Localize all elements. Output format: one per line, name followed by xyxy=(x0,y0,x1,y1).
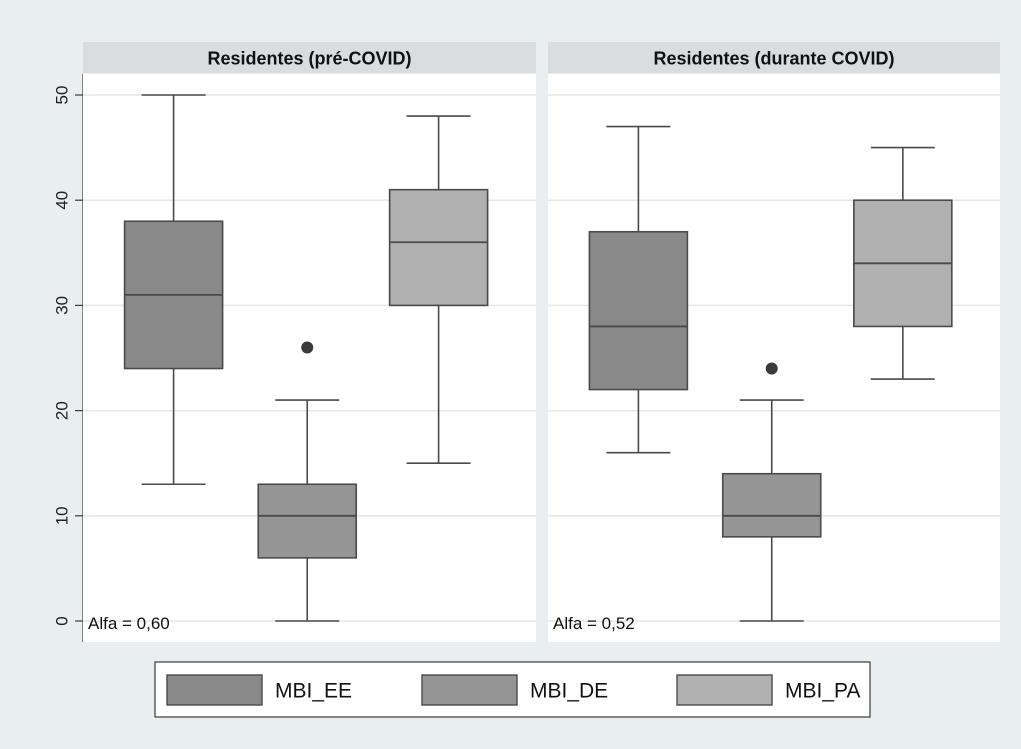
box-mbi-ee xyxy=(123,94,224,486)
y-tick-label: 50 xyxy=(53,86,72,105)
legend-label-mbi-ee: MBI_EE xyxy=(275,680,352,703)
y-tick-label: 20 xyxy=(53,401,72,420)
panel-title: Residentes (durante COVID) xyxy=(653,49,894,69)
panel-title: Residentes (pré-COVID) xyxy=(207,49,411,69)
legend-swatch-mbi-pa xyxy=(676,674,773,706)
iqr-box xyxy=(388,188,489,307)
legend-swatch-mbi-ee xyxy=(166,674,263,706)
panel-strip xyxy=(83,42,536,73)
legend: MBI_EE MBI_DE MBI_PA xyxy=(154,661,871,718)
alpha-annotation: Alfa = 0,52 xyxy=(553,614,635,633)
y-tick-label: 10 xyxy=(53,506,72,525)
iqr-box xyxy=(721,472,822,538)
y-tick-label: 30 xyxy=(53,296,72,315)
legend-swatch-mbi-de xyxy=(421,674,518,706)
panel-strip xyxy=(548,42,1000,73)
y-tick-label: 0 xyxy=(53,616,72,625)
panel-durante-covid: Residentes (durante COVID) Alfa = 0,52 xyxy=(548,42,1000,642)
legend-label-mbi-pa: MBI_PA xyxy=(785,680,860,703)
alpha-annotation: Alfa = 0,60 xyxy=(88,614,170,633)
box-mbi-ee xyxy=(588,125,689,454)
box-mbi-pa xyxy=(388,115,489,465)
iqr-box xyxy=(588,230,689,391)
box-group xyxy=(123,94,489,622)
box-mbi-de xyxy=(721,362,822,622)
box-group xyxy=(588,125,953,622)
iqr-box xyxy=(257,483,358,559)
outlier-point xyxy=(301,341,314,354)
box-mbi-de xyxy=(257,341,358,622)
panel-pre-covid: Residentes (pré-COVID) Alfa = 0,60 xyxy=(83,42,536,642)
box-mbi-pa xyxy=(853,146,953,380)
legend-label-mbi-de: MBI_DE xyxy=(530,680,608,703)
outlier-point xyxy=(765,362,778,375)
y-tick-label: 40 xyxy=(53,191,72,210)
